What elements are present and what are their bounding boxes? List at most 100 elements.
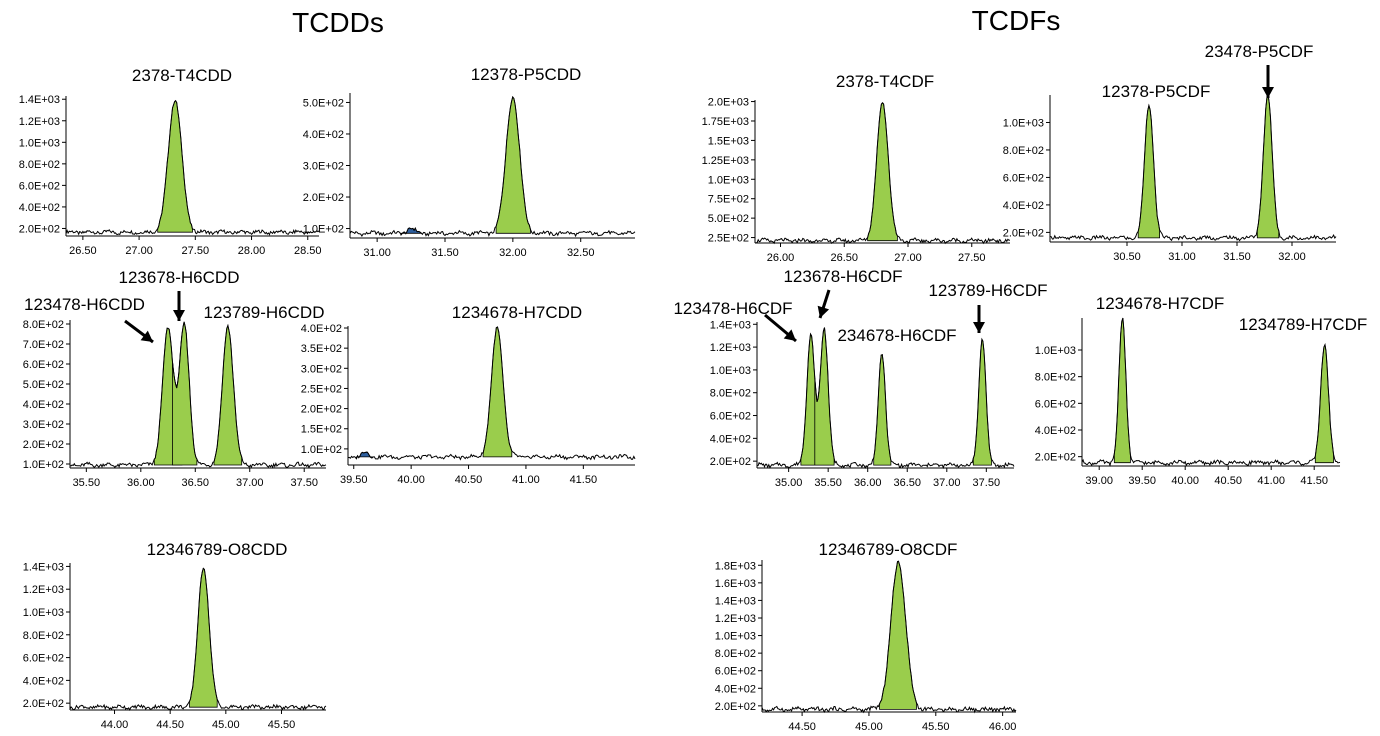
y-tick-label: 1.0E+03 xyxy=(19,137,60,149)
x-tick-label: 44.50 xyxy=(788,721,816,733)
y-tick-label: 5.0E+02 xyxy=(708,213,749,225)
y-tick-label: 8.0E+02 xyxy=(1003,145,1044,157)
x-tick-label: 36.50 xyxy=(182,477,210,489)
chart-title: 12378-P5CDD xyxy=(471,65,582,84)
y-tick-label: 8.0E+02 xyxy=(710,388,751,400)
peak-area xyxy=(1137,103,1160,239)
signal-trace xyxy=(756,327,1015,470)
chart-title: 12346789-O8CDF xyxy=(819,540,958,559)
y-tick-label: 1.0E+03 xyxy=(715,631,756,643)
signal-trace xyxy=(754,102,1011,245)
x-tick-label: 26.00 xyxy=(767,252,795,264)
x-tick-label: 46.00 xyxy=(989,721,1017,733)
y-tick-label: 1.5E+03 xyxy=(708,135,749,147)
signal-trace xyxy=(69,321,327,469)
peak-label: 234678-H6CDF xyxy=(837,326,956,345)
x-tick-label: 27.50 xyxy=(182,245,210,257)
y-tick-label: 1.8E+03 xyxy=(715,560,756,572)
y-tick-label: 5.0E+02 xyxy=(303,97,344,109)
x-tick-label: 37.50 xyxy=(973,477,1001,489)
y-tick-label: 1.0E+03 xyxy=(1003,117,1044,129)
y-tick-label: 8.0E+02 xyxy=(23,630,64,642)
y-tick-label: 8.0E+02 xyxy=(23,319,64,331)
chart-title: 1234678-H7CDD xyxy=(452,303,582,322)
y-tick-label: 2.0E+02 xyxy=(23,698,64,710)
chart-1: 12378-P5CDD 1.0E+02 2.0E+02 3.0E+02 4.0E+02 5… xyxy=(303,65,636,259)
x-tick-label: 36.00 xyxy=(854,477,882,489)
y-tick-label: 1.5E+02 xyxy=(301,424,342,436)
y-tick-label: 3.5E+02 xyxy=(301,343,342,355)
x-tick-label: 45.50 xyxy=(922,721,950,733)
y-tick-label: 3.0E+02 xyxy=(303,161,344,173)
chart-title: 12346789-O8CDD xyxy=(147,540,288,559)
y-tick-label: 1.0E+03 xyxy=(710,365,751,377)
x-tick-label: 32.00 xyxy=(1278,251,1306,263)
peak-area xyxy=(482,326,513,458)
chart-0: 2378-T4CDD 2.0E+02 4.0E+02 6.0E+02 8.0E+02 1.… xyxy=(19,66,322,257)
peak-area xyxy=(972,337,992,466)
peak-area xyxy=(1314,343,1334,464)
y-tick-label: 6.0E+02 xyxy=(23,359,64,371)
chart-8: 2.0E+02 4.0E+02 6.0E+02 8.0E+02 1.0E+03 39.00… xyxy=(1035,294,1368,487)
y-tick-label: 2.0E+02 xyxy=(301,404,342,416)
signal-trace xyxy=(1049,93,1337,242)
chart-5: 2378-T4CDF 2.5E+02 5.0E+02 7.5E+02 1.0E+03 1.… xyxy=(702,72,1011,264)
signal-trace xyxy=(69,567,327,712)
x-tick-label: 44.50 xyxy=(156,719,184,731)
arrow-head-icon xyxy=(973,322,985,333)
x-tick-label: 32.00 xyxy=(499,247,527,259)
peak-area xyxy=(1113,317,1131,464)
signal-trace xyxy=(349,95,636,238)
signal-trace xyxy=(761,560,1017,714)
peak-label: 123789-H6CDF xyxy=(928,281,1047,300)
section-title-tcdfs: TCDFs xyxy=(972,5,1061,36)
x-tick-label: 40.00 xyxy=(397,474,425,486)
peak-area xyxy=(873,354,892,466)
y-tick-label: 1.4E+03 xyxy=(19,94,60,106)
x-tick-label: 27.00 xyxy=(894,252,922,264)
y-tick-label: 6.0E+02 xyxy=(1035,398,1076,410)
x-tick-label: 45.00 xyxy=(212,719,240,731)
peak-area xyxy=(157,100,193,233)
x-tick-label: 44.00 xyxy=(101,719,129,731)
peak-area xyxy=(1256,93,1280,239)
arrow-head-icon xyxy=(173,310,185,321)
x-tick-label: 31.50 xyxy=(431,247,459,259)
x-tick-label: 39.50 xyxy=(1128,475,1156,487)
y-tick-label: 8.0E+02 xyxy=(1035,372,1076,384)
y-tick-label: 1.2E+03 xyxy=(715,613,756,625)
peak-area xyxy=(495,96,531,234)
y-tick-label: 1.0E+02 xyxy=(23,459,64,471)
y-tick-label: 1.6E+03 xyxy=(715,578,756,590)
x-tick-label: 35.50 xyxy=(814,477,842,489)
y-tick-label: 4.0E+02 xyxy=(23,675,64,687)
peak-label: 123678-H6CDF xyxy=(783,267,902,286)
peak-label: 123789-H6CDD xyxy=(204,303,325,322)
x-tick-label: 39.00 xyxy=(1085,475,1113,487)
y-tick-label: 2.5E+02 xyxy=(708,233,749,245)
x-tick-label: 32.50 xyxy=(567,247,595,259)
chart-2: 1.0E+02 2.0E+02 3.0E+02 4.0E+02 5.0E+02 6.0E+… xyxy=(23,268,327,489)
arrow-head-icon xyxy=(1262,87,1274,98)
signal-trace xyxy=(65,99,320,236)
x-tick-label: 45.50 xyxy=(268,719,296,731)
y-tick-label: 6.0E+02 xyxy=(23,653,64,665)
x-tick-label: 28.00 xyxy=(238,245,266,257)
x-tick-label: 36.50 xyxy=(893,477,921,489)
y-tick-label: 1.75E+03 xyxy=(702,116,749,128)
x-tick-label: 31.50 xyxy=(1223,251,1251,263)
y-tick-label: 1.0E+02 xyxy=(301,444,342,456)
x-tick-label: 40.50 xyxy=(455,474,483,486)
y-tick-label: 1.0E+03 xyxy=(708,174,749,186)
x-tick-label: 28.50 xyxy=(294,245,322,257)
y-tick-label: 1.4E+03 xyxy=(710,319,751,331)
peak-area xyxy=(814,327,835,466)
section-title-tcdds: TCDDs xyxy=(292,7,384,38)
y-tick-label: 3.0E+02 xyxy=(23,419,64,431)
peak-area xyxy=(879,560,917,710)
y-tick-label: 6.0E+02 xyxy=(715,666,756,678)
peak-area xyxy=(213,324,243,466)
y-tick-label: 2.0E+02 xyxy=(23,439,64,451)
y-tick-label: 4.0E+02 xyxy=(1003,200,1044,212)
